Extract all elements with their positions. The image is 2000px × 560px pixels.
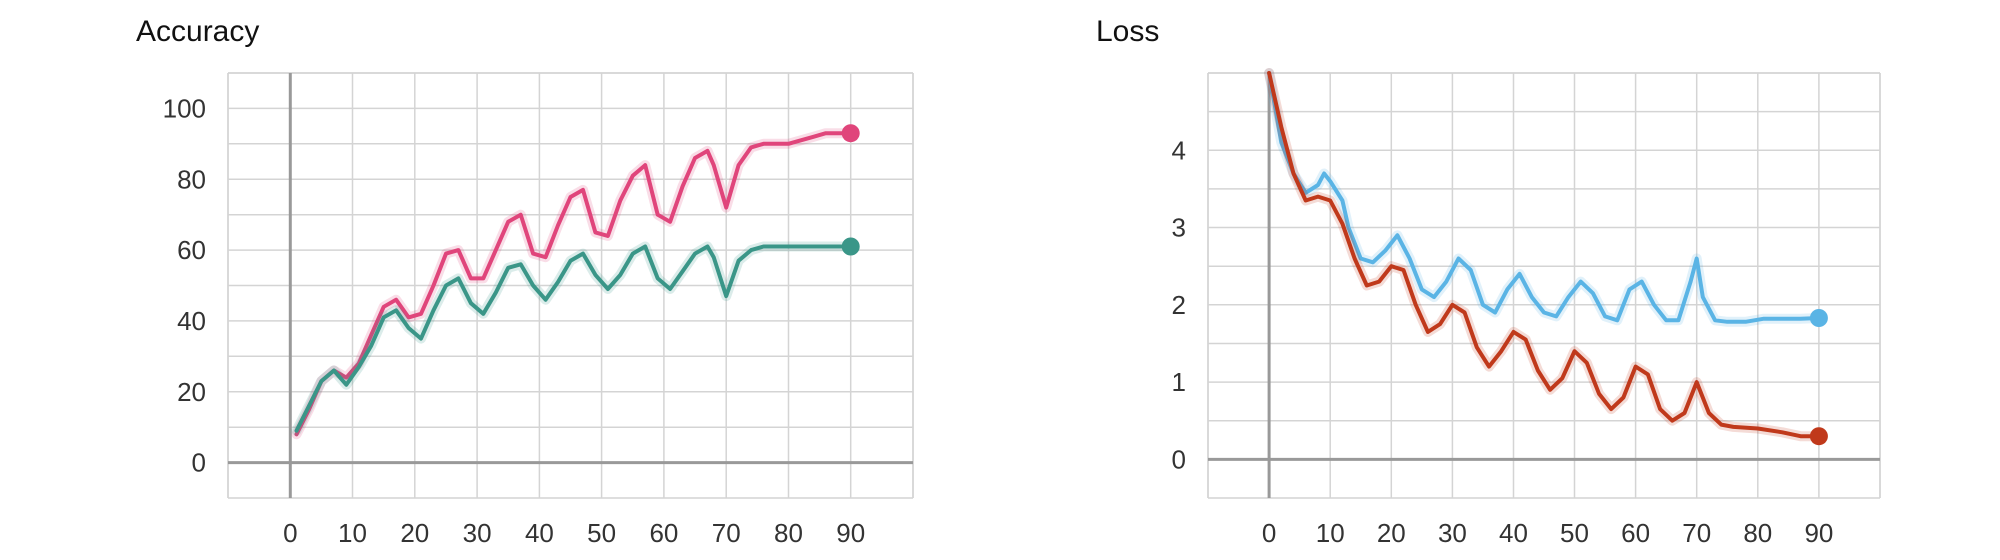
y-tick-label: 60 <box>177 235 206 265</box>
accuracy-series-1-end-point <box>841 237 860 256</box>
x-tick-label: 0 <box>1262 518 1276 548</box>
y-tick-label: 0 <box>1172 444 1186 474</box>
x-tick-label: 10 <box>1316 518 1345 548</box>
y-tick-label: 20 <box>177 377 206 407</box>
loss-chart: Loss 0 10 20 30 40 50 60 70 80 90 0 1 2 3 4 <box>1096 15 1881 548</box>
x-tick-label: 30 <box>1438 518 1467 548</box>
y-tick-label: 100 <box>163 93 206 123</box>
x-tick-label: 40 <box>1499 518 1528 548</box>
loss-series-1-line <box>1267 71 1821 439</box>
accuracy-chart-title: Accuracy <box>136 15 259 48</box>
accuracy-series-0-end-point <box>841 124 860 143</box>
y-tick-label: 3 <box>1172 213 1186 243</box>
x-tick-label: 40 <box>525 518 554 548</box>
x-tick-label: 50 <box>587 518 616 548</box>
accuracy-chart: Accuracy 0 10 20 30 40 50 60 70 80 90 0 20 40 60 80 100 <box>136 15 914 548</box>
y-tick-label: 2 <box>1172 290 1186 320</box>
accuracy-series-0-line <box>294 131 853 437</box>
accuracy-series-0-halo <box>291 128 856 440</box>
accuracy-series-1-halo <box>291 241 856 436</box>
y-tick-label: 4 <box>1172 135 1186 165</box>
loss-series-0-halo <box>1264 68 1824 327</box>
x-tick-label: 10 <box>338 518 367 548</box>
x-tick-label: 30 <box>463 518 492 548</box>
y-tick-label: 0 <box>192 448 206 478</box>
x-tick-label: 70 <box>1682 518 1711 548</box>
x-tick-label: 20 <box>1377 518 1406 548</box>
x-tick-label: 50 <box>1560 518 1589 548</box>
y-tick-label: 1 <box>1172 367 1186 397</box>
x-tick-label: 90 <box>1804 518 1833 548</box>
loss-series-0-line <box>1267 71 1821 324</box>
y-tick-label: 40 <box>177 306 206 336</box>
x-tick-label: 80 <box>774 518 803 548</box>
accuracy-series-1-line <box>294 244 853 433</box>
x-tick-label: 70 <box>712 518 741 548</box>
x-tick-label: 90 <box>836 518 865 548</box>
loss-series-0-end-point <box>1809 309 1828 327</box>
x-tick-label: 20 <box>400 518 429 548</box>
x-tick-label: 80 <box>1743 518 1772 548</box>
x-tick-label: 0 <box>283 518 297 548</box>
loss-series-1-end-point <box>1809 427 1828 446</box>
x-tick-label: 60 <box>1621 518 1650 548</box>
x-tick-label: 60 <box>649 518 678 548</box>
y-tick-label: 80 <box>177 164 206 194</box>
loss-chart-title: Loss <box>1096 15 1159 48</box>
